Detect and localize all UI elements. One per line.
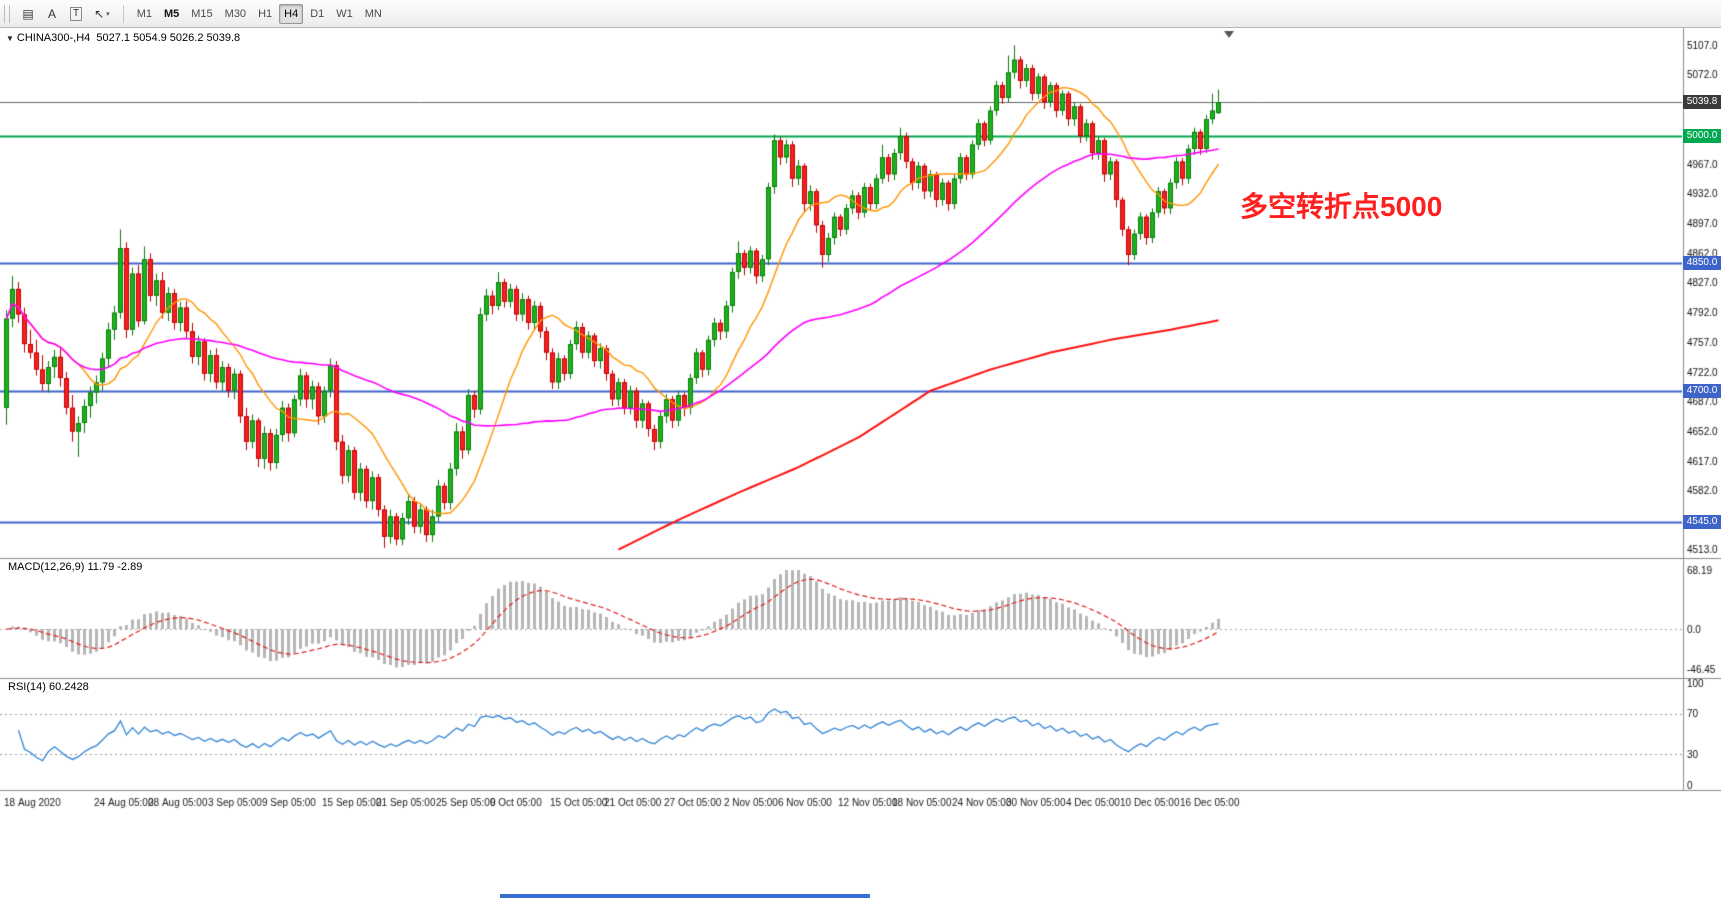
toolbar-separator — [122, 4, 124, 23]
chart-window-icon[interactable]: ▤ — [17, 4, 39, 24]
bottom-scrollbar-thumb[interactable] — [500, 894, 870, 898]
timeframe-button-m15[interactable]: M15 — [186, 4, 217, 24]
timeframe-button-d1[interactable]: D1 — [305, 4, 329, 24]
bid-price-badge: 5039.8 — [1683, 95, 1721, 110]
label-tool-icon[interactable]: T — [65, 4, 87, 24]
cursor-tool-icon[interactable]: ↖ ▾ — [89, 4, 115, 24]
toolbar-icon-group: ▤ A T ↖ ▾ — [17, 4, 115, 24]
timeframe-button-w1[interactable]: W1 — [331, 4, 358, 24]
timeframe-button-mn[interactable]: MN — [360, 4, 387, 24]
timeframe-button-h4[interactable]: H4 — [279, 3, 304, 24]
timeframe-button-m30[interactable]: M30 — [220, 4, 251, 24]
hline-price-badge[interactable]: 4700.0 — [1683, 383, 1721, 398]
text-tool-icon[interactable]: A — [41, 4, 63, 24]
timeframe-button-m1[interactable]: M1 — [132, 4, 157, 24]
collapse-triangle-icon[interactable]: ▼ — [6, 34, 14, 43]
timeframe-button-m5[interactable]: M5 — [159, 4, 184, 24]
hline-price-badge[interactable]: 4545.0 — [1683, 515, 1721, 530]
macd-label: MACD(12,26,9) 11.79 -2.89 — [8, 561, 143, 573]
toolbar-grip[interactable] — [4, 4, 10, 23]
hline-price-badge[interactable]: 4850.0 — [1683, 256, 1721, 271]
rsi-label: RSI(14) 60.2428 — [8, 681, 89, 693]
chart-annotation-text[interactable]: 多空转折点5000 — [1240, 191, 1443, 222]
timeframe-button-group: M1 M5 M15 M30 H1 H4 D1 W1 MN — [132, 3, 387, 24]
hline-price-badge[interactable]: 5000.0 — [1683, 129, 1721, 144]
price-chart-canvas[interactable] — [0, 28, 1721, 899]
chart-ohlc-header: ▼ CHINA300-,H4 5027.1 5054.9 5026.2 5039.… — [6, 32, 240, 44]
toolbar: ▤ A T ↖ ▾ M1 M5 M15 M30 H1 H4 D1 W1 MN — [0, 0, 1721, 28]
timeframe-button-h1[interactable]: H1 — [253, 4, 277, 24]
ohlc-text: CHINA300-,H4 5027.1 5054.9 5026.2 5039.8 — [16, 32, 241, 44]
